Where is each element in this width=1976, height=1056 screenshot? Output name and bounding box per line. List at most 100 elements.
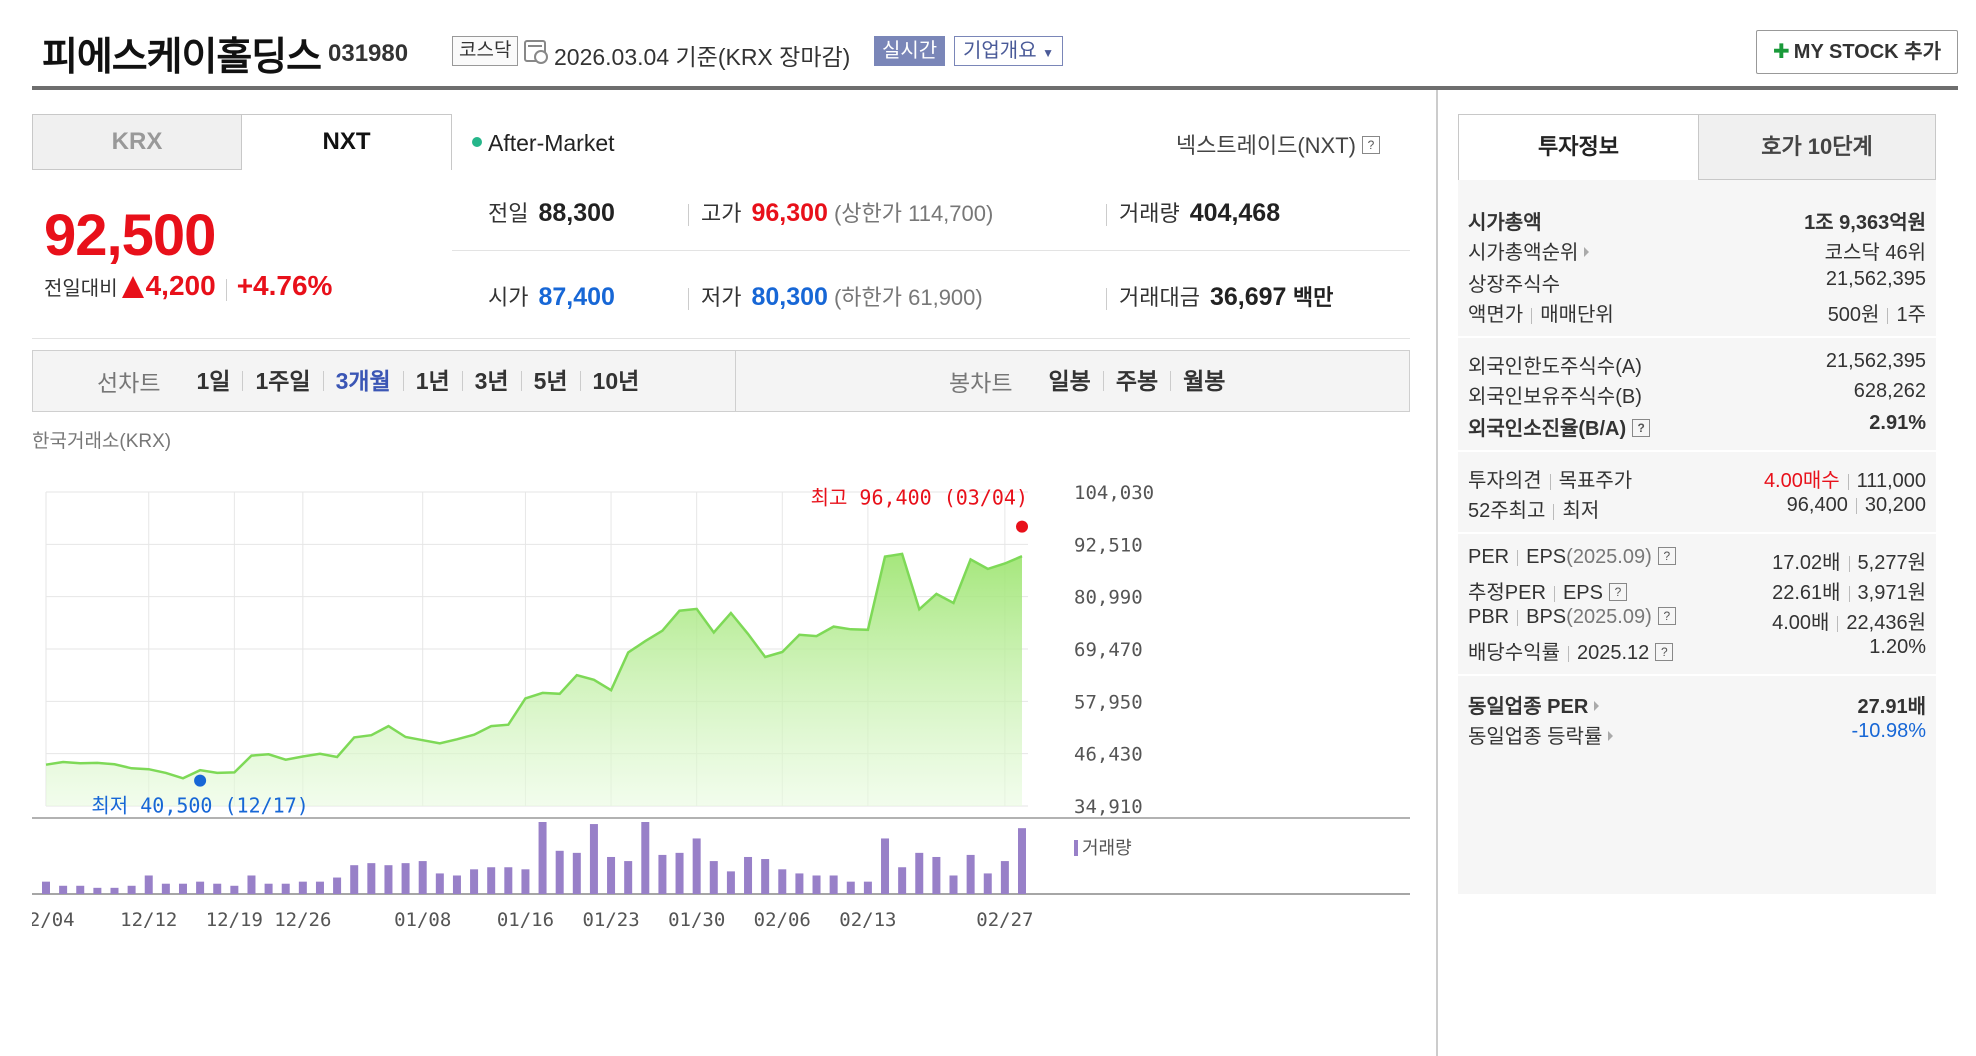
period-selector: 선차트 1일 1주일 3개월 1년 3년 5년 10년 봉차트 일봉 주봉 월봉 [32, 350, 1410, 412]
volume-bar [264, 883, 273, 894]
price-chart[interactable]: 104,030 92,510 80,990 69,470 57,950 46,430 34,… [32, 454, 1410, 1054]
listed-shares-label: 상장주식수 [1468, 274, 1560, 296]
volume-bar [127, 885, 136, 894]
sector-change-link[interactable]: 동일업종 등락률 [1468, 720, 1614, 749]
per-label: PER [1468, 546, 1510, 568]
section-divider [1458, 674, 1936, 676]
market-badge: 코스닥 [452, 36, 519, 66]
x-tick-label: 02/06 [754, 909, 811, 931]
bps-period: (2025.09) [1566, 606, 1652, 628]
volume-bar [418, 861, 427, 894]
stat-separator [688, 203, 689, 226]
y-tick-label: 104,030 [1074, 482, 1154, 504]
volume-value: 404,468 [1189, 199, 1281, 227]
bps-label: BPS [1526, 606, 1567, 628]
caret-down-icon: ▼ [1042, 46, 1055, 60]
volume-bar [778, 869, 787, 894]
volume-bar [367, 863, 376, 894]
volume-bar [110, 887, 119, 894]
realtime-button[interactable]: 실시간 [874, 36, 946, 66]
stat-volume: 거래량 404,468 [1106, 196, 1280, 228]
open-value: 87,400 [538, 283, 615, 311]
stat-separator [1106, 287, 1107, 310]
tab-order-book[interactable]: 호가 10단계 [1698, 114, 1936, 180]
target-value: 111,000 [1856, 470, 1926, 492]
high-label: 고가 [701, 201, 742, 226]
period-5y[interactable]: 5년 [520, 370, 580, 393]
change-percent: +4.76% [236, 270, 333, 301]
volume-bar [949, 875, 958, 894]
volume-bar [658, 854, 667, 894]
period-10y[interactable]: 10년 [579, 370, 652, 393]
price-line [45, 552, 1023, 780]
help-icon[interactable]: ? [1655, 642, 1674, 661]
foreign-hold-value: 628,262 [1853, 380, 1926, 402]
value-separator [1517, 609, 1519, 626]
volume-legend-swatch [1074, 840, 1078, 856]
candle-daily[interactable]: 일봉 [1048, 368, 1091, 394]
calendar-icon [524, 40, 548, 64]
min-marker [194, 774, 207, 787]
period-divider [735, 351, 736, 411]
help-icon[interactable]: ? [1657, 546, 1676, 565]
volume-bar [59, 885, 68, 894]
stock-code: 031980 [328, 40, 409, 67]
w52-high-value: 96,400 [1786, 494, 1848, 516]
stat-separator [688, 287, 689, 310]
face-value: 500원 [1827, 304, 1880, 326]
x-tick-label: 12/26 [274, 909, 331, 931]
value-separator [1848, 585, 1850, 602]
trade-unit-label: 매매단위 [1540, 304, 1614, 326]
stat-open: 시가 87,400 [488, 280, 615, 312]
per-value: 17.02배 [1772, 552, 1841, 574]
candle-monthly[interactable]: 월봉 [1170, 370, 1237, 393]
stock-title: 피에스케이홀딩스 [42, 36, 322, 79]
foreign-hold-label: 외국인보유주식수(B) [1468, 386, 1642, 408]
nextrade-link[interactable]: 넥스트레이드(NXT)? [1176, 128, 1380, 160]
line-chart-label: 선차트 [97, 370, 161, 396]
volume-bar [726, 871, 735, 894]
sector-per-label: 동일업종 PER [1468, 696, 1589, 718]
sector-per-link[interactable]: 동일업종 PER [1468, 690, 1600, 719]
x-tick-label: 12/04 [32, 909, 75, 931]
help-icon[interactable]: ? [1657, 606, 1676, 625]
period-1y[interactable]: 1년 [402, 370, 462, 393]
trade-unit: 1주 [1896, 304, 1926, 326]
tab-invest-info[interactable]: 투자정보 [1458, 114, 1698, 180]
help-icon[interactable]: ? [1362, 136, 1380, 155]
volume-bar [675, 852, 684, 894]
after-market-status: After-Market [472, 130, 615, 157]
y-tick-label: 46,430 [1074, 744, 1143, 766]
volume-bar [572, 852, 581, 894]
est-per-value: 22.61배 [1772, 582, 1841, 604]
tab-nxt[interactable]: NXT [242, 114, 452, 170]
market-cap-rank-label: 시가총액순위 [1468, 242, 1579, 264]
market-cap-rank-value: 코스닥 46위 [1824, 242, 1926, 264]
help-icon[interactable]: ? [1608, 582, 1627, 601]
prev-close-value: 88,300 [538, 199, 615, 227]
value-separator [1887, 307, 1889, 324]
period-1d[interactable]: 1일 [196, 368, 231, 394]
tab-krx[interactable]: KRX [32, 114, 242, 170]
add-my-stock-button[interactable]: ✚ MY STOCK 추가 [1756, 30, 1958, 74]
price-change: 전일대비 4,200 +4.76% [44, 270, 332, 302]
period-3y[interactable]: 3년 [461, 370, 521, 393]
volume-bar [196, 881, 205, 894]
market-cap-rank-link[interactable]: 시가총액순위 [1468, 236, 1590, 265]
x-tick-label: 01/16 [497, 909, 554, 931]
volume-bar [333, 877, 342, 894]
x-tick-label: 01/08 [394, 909, 451, 931]
period-1w[interactable]: 1주일 [242, 370, 322, 393]
volume-bar [589, 824, 598, 894]
dividend-label: 배당수익률 [1468, 642, 1560, 664]
pbr-value: 4.00배 [1772, 612, 1830, 634]
candle-weekly[interactable]: 주봉 [1102, 370, 1170, 393]
value-separator [1549, 473, 1551, 490]
status-dot-icon [472, 136, 482, 147]
help-icon[interactable]: ? [1632, 418, 1651, 437]
volume-bar [932, 856, 941, 894]
volume-bar [76, 885, 85, 894]
period-3m[interactable]: 3개월 [322, 370, 403, 393]
base-date: 2026.03.04 기준(KRX 장마감) [554, 44, 851, 70]
company-info-dropdown[interactable]: 기업개요 ▼ [954, 36, 1064, 66]
